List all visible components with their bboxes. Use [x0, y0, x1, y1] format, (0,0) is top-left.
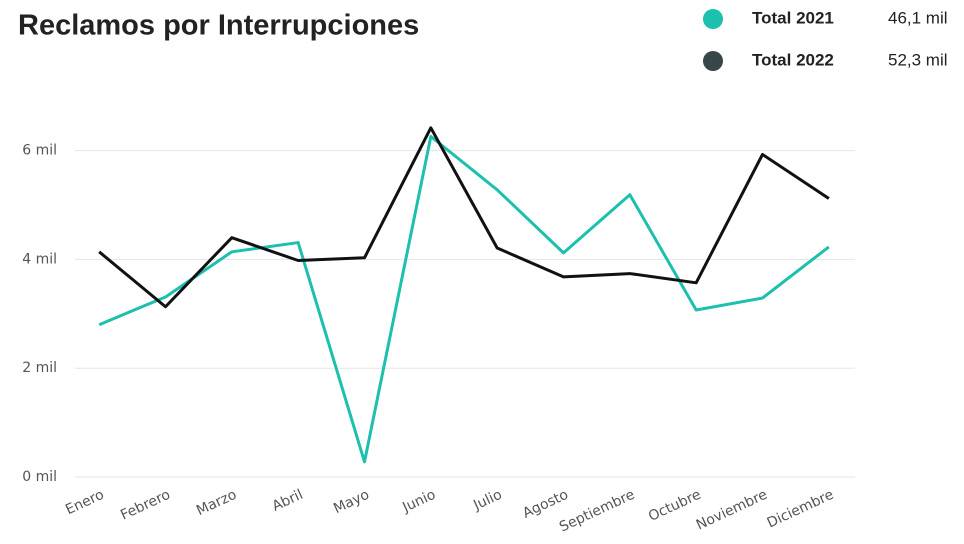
x-tick-label: Abril [270, 487, 306, 515]
x-tick-label: Agosto [520, 487, 571, 522]
x-tick-label: Diciembre [765, 487, 837, 532]
line-series [98, 126, 830, 309]
y-tick-label: 6 mil [22, 143, 57, 159]
y-tick-label: 2 mil [22, 360, 57, 376]
line-series [98, 134, 830, 464]
x-tick-label: Marzo [194, 487, 239, 519]
y-tick-label: 0 mil [22, 469, 57, 485]
x-tick-label: Mayo [331, 487, 372, 517]
x-tick-label: Junio [399, 487, 438, 516]
chart-title: Reclamos por Interrupciones [18, 10, 419, 42]
legend-label: Total 2022 [752, 50, 834, 69]
legend-total: 46,1 mil [888, 8, 948, 27]
legend-total: 52,3 mil [888, 50, 948, 69]
legend-marker [703, 51, 723, 71]
x-tick-label: Julio [470, 487, 504, 514]
x-tick-label: Enero [63, 487, 106, 519]
legend-label: Total 2021 [752, 8, 834, 27]
x-tick-label: Noviembre [694, 487, 770, 534]
legend-marker [703, 9, 723, 29]
y-tick-label: 4 mil [22, 251, 57, 267]
x-tick-label: Septiembre [557, 487, 637, 536]
x-tick-label: Febrero [118, 487, 173, 524]
